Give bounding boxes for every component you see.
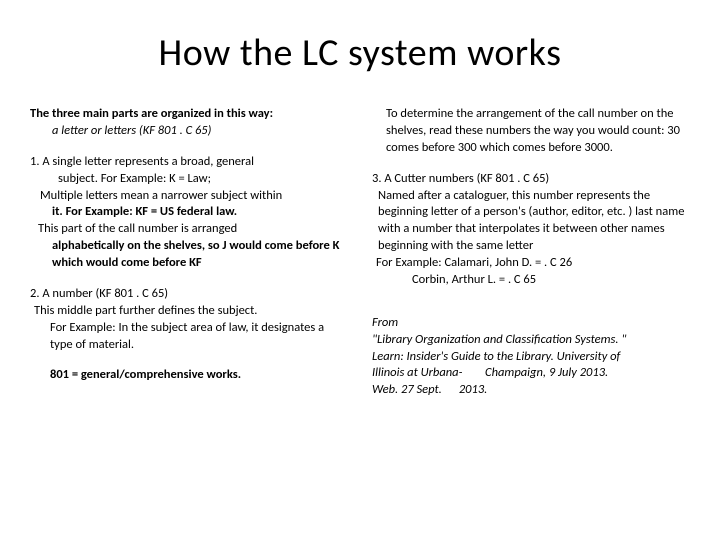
left-para-1: The three main parts are organized in th… (30, 106, 348, 140)
right-column: To determine the arrangement of the call… (372, 106, 690, 399)
left-para-4: 801 = general/comprehensive works. (30, 367, 348, 384)
src-line2: "Library Organization and Classification… (372, 332, 690, 349)
left-p2-line2: subject. For Example: K = Law; (30, 171, 348, 188)
left-p2-line1: 1. A single letter represents a broad, g… (30, 154, 348, 171)
src-line5: Web. 27 Sept. 2013. (372, 382, 690, 399)
src-line5a: Web. 27 Sept. (372, 382, 445, 397)
right-para-1: To determine the arrangement of the call… (372, 106, 690, 157)
left-p3-line1: 2. A number (KF 801 . C 65) (30, 286, 348, 303)
right-p2-line2: Named after a cataloguer, this number re… (372, 188, 690, 256)
left-p3-line2: This middle part further defines the sub… (30, 303, 348, 320)
left-column: The three main parts are organized in th… (30, 106, 348, 399)
left-p1-line2: a letter or letters (KF 801 . C 65) (30, 123, 348, 140)
left-p2-line3: Multiple letters mean a narrower subject… (30, 188, 348, 205)
right-p2-line4: Corbin, Arthur L. = . C 65 (372, 272, 690, 289)
src-line4a: Illinois at Urbana- (372, 365, 462, 380)
right-para-2: 3. A Cutter numbers (KF 801 . C 65) Name… (372, 171, 690, 289)
left-para-3: 2. A number (KF 801 . C 65) This middle … (30, 286, 348, 354)
right-p2-line1: 3. A Cutter numbers (KF 801 . C 65) (372, 171, 690, 188)
src-line4b: Champaign, 9 July 2013. (485, 365, 608, 380)
left-p1-line1: The three main parts are organized in th… (30, 106, 348, 123)
body-columns: The three main parts are organized in th… (30, 106, 690, 399)
slide: How the LC system works The three main p… (0, 0, 720, 540)
src-line3: Learn: Insider's Guide to the Library. U… (372, 349, 690, 366)
src-line4: Illinois at Urbana- Champaign, 9 July 20… (372, 365, 690, 382)
left-para-2: 1. A single letter represents a broad, g… (30, 154, 348, 272)
left-p2-line6: alphabetically on the shelves, so J woul… (30, 238, 348, 272)
left-p2-line4: it. For Example: KF = US federal law. (30, 204, 348, 221)
src-line1: From (372, 315, 690, 332)
slide-title: How the LC system works (30, 30, 690, 76)
left-p3-line3: For Example: In the subject area of law,… (30, 320, 348, 354)
left-p2-line5: This part of the call number is arranged (30, 221, 348, 238)
source-citation: From "Library Organization and Classific… (372, 315, 690, 399)
src-line5b: 2013. (459, 382, 488, 397)
right-p2-line3: For Example: Calamari, John D. = . C 26 (372, 255, 690, 272)
